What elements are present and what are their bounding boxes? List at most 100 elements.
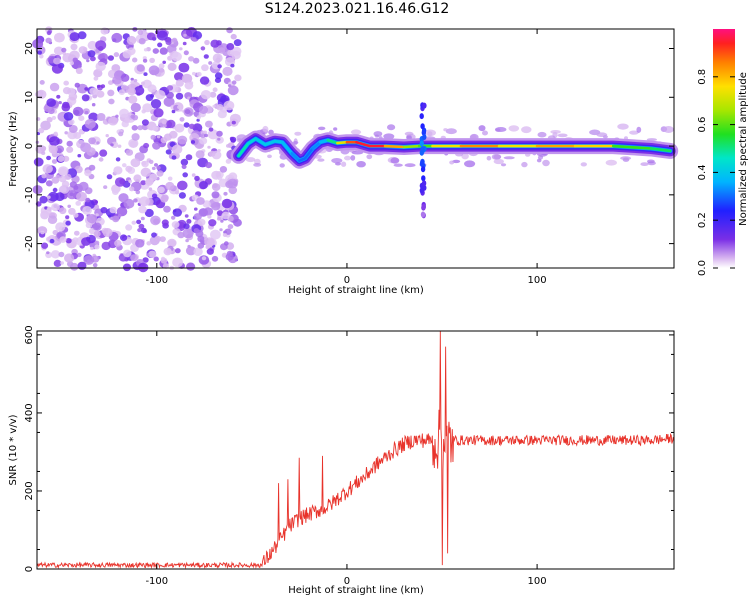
halo-blob [344, 155, 351, 161]
noise-blob [216, 130, 223, 137]
noise-blob [87, 40, 98, 50]
halo-blob [605, 159, 617, 166]
halo-blob [663, 126, 674, 133]
noise-blob [92, 263, 98, 268]
noise-blob [143, 142, 150, 149]
noise-blob [61, 103, 71, 112]
noise-blob [49, 82, 60, 92]
noise-blob [221, 198, 233, 209]
noise-blob [135, 239, 145, 248]
noise-blob [81, 94, 90, 102]
noise-blob [56, 94, 61, 99]
noise-blob [53, 57, 61, 65]
noise-blob [95, 40, 107, 51]
noise-blob [226, 43, 235, 51]
noise-blob [74, 230, 80, 236]
noise-blob [53, 46, 64, 56]
noise-blob [165, 149, 172, 155]
noise-blob [203, 207, 214, 216]
snr-ytick-label: 600 [24, 325, 35, 344]
snr-ytick-label: 0 [24, 566, 35, 572]
noise-blob [41, 242, 49, 249]
halo-blob [482, 130, 488, 136]
noise-blob [60, 261, 64, 265]
noise-blob [231, 80, 237, 85]
noise-blob [178, 192, 186, 199]
noise-blob [95, 61, 106, 72]
noise-blob [67, 190, 78, 200]
noise-blob [110, 143, 114, 147]
noise-blob [58, 101, 62, 105]
noise-blob [205, 162, 213, 169]
noise-blob [154, 163, 158, 167]
noise-blob [40, 120, 51, 131]
halo-blob [267, 154, 272, 159]
noise-blob [81, 237, 91, 246]
noise-blob [52, 187, 58, 193]
noise-blob [51, 159, 58, 164]
noise-blob [78, 64, 82, 68]
snr-ytick-label: 400 [24, 403, 35, 422]
spike-blob [420, 123, 425, 130]
spectrogram-ytick-label: 20 [24, 42, 35, 55]
noise-blob [63, 112, 74, 121]
noise-blob [210, 39, 220, 48]
noise-blob [76, 191, 87, 202]
noise-blob [128, 179, 133, 183]
noise-blob [184, 109, 191, 115]
noise-blob [184, 214, 189, 218]
noise-blob [130, 114, 135, 119]
noise-blob [64, 131, 68, 135]
noise-blob [219, 228, 223, 232]
halo-blob [404, 131, 414, 136]
noise-blob [189, 123, 195, 129]
noise-blob [179, 47, 183, 51]
noise-blob [108, 98, 115, 105]
noise-blob [66, 140, 73, 147]
noise-blob [230, 136, 237, 143]
noise-blob [113, 52, 120, 58]
noise-blob [69, 32, 80, 42]
noise-blob [192, 71, 196, 76]
noise-blob [197, 235, 205, 242]
noise-blob [167, 55, 173, 61]
noise-blob [177, 231, 185, 239]
noise-blob [172, 257, 184, 268]
noise-blob [192, 37, 197, 42]
noise-blob [131, 220, 137, 225]
noise-blob [199, 137, 208, 145]
noise-blob [171, 155, 177, 160]
noise-blob [183, 50, 189, 56]
noise-blob [96, 84, 101, 88]
halo-blob [521, 126, 532, 134]
noise-blob [133, 79, 138, 83]
noise-blob [154, 235, 162, 243]
noise-blob [155, 90, 166, 100]
spectrogram-ytick-label: 10 [24, 91, 35, 104]
noise-blob [199, 181, 208, 190]
colorbar-label: Normalized spectral amplitude [738, 72, 749, 226]
noise-blob [82, 206, 92, 215]
ridge-core-segment [318, 138, 330, 144]
noise-blob [202, 200, 211, 208]
noise-blob [133, 174, 142, 182]
noise-blob [197, 218, 206, 226]
noise-blob [51, 63, 63, 74]
snr-xlabel: Height of straight line (km) [288, 585, 424, 596]
noise-blob [159, 236, 166, 243]
noise-blob [223, 100, 235, 111]
noise-blob [53, 259, 62, 267]
noise-blob [163, 205, 171, 213]
noise-blob [151, 232, 157, 238]
spectrogram-ytick-label: 0 [24, 143, 35, 149]
noise-blob [130, 158, 141, 168]
noise-blob [37, 50, 42, 55]
halo-blob [493, 154, 502, 160]
noise-blob [46, 98, 56, 107]
halo-blob [508, 125, 520, 132]
snr-plot-area [37, 331, 674, 569]
noise-blob [148, 250, 157, 258]
noise-blob [53, 131, 58, 136]
noise-blob [37, 226, 48, 236]
